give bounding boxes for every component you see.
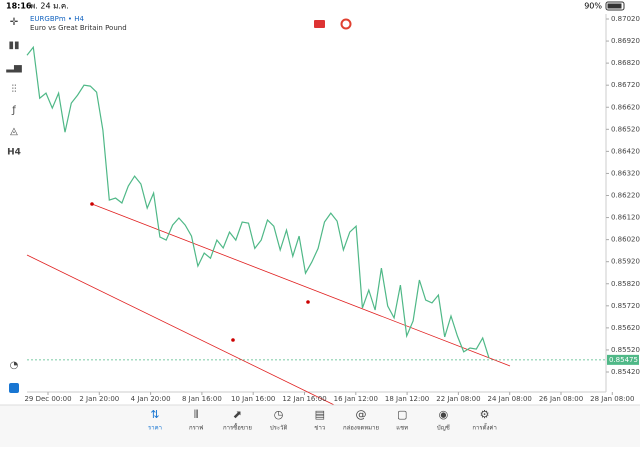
- chart-symbol[interactable]: EURGBPm • H4: [30, 15, 85, 23]
- tab-label[interactable]: การตั้งค่า: [472, 422, 496, 432]
- indicator-button[interactable]: [340, 18, 352, 30]
- tab-label[interactable]: กราฟ: [189, 425, 203, 432]
- y-tick-label: 0.86620: [611, 103, 640, 111]
- x-tick-label: 26 Jan 08:00: [539, 395, 583, 403]
- y-tick-label: 0.86220: [611, 192, 640, 200]
- battery-level: [607, 3, 622, 9]
- clock-icon[interactable]: ◔: [10, 360, 19, 371]
- tab-icon[interactable]: ⫴: [194, 408, 199, 421]
- y-tick-label: 0.87020: [611, 15, 640, 23]
- tab-icon[interactable]: @: [356, 408, 367, 421]
- tab-icon[interactable]: ⚙: [480, 408, 490, 421]
- tab-icon[interactable]: ▢: [397, 408, 407, 421]
- timeframe-button[interactable]: H4: [7, 148, 21, 158]
- y-tick-label: 0.86920: [611, 37, 640, 45]
- shapes-icon[interactable]: ◬: [10, 126, 18, 137]
- x-tick-label: 12 Jan 16:00: [282, 395, 326, 403]
- x-tick-label: 22 Jan 08:00: [436, 395, 480, 403]
- tab-icon[interactable]: ◷: [274, 408, 284, 421]
- sliders-icon[interactable]: ⫶⫶: [12, 84, 17, 95]
- x-tick-label: 28 Jan 08:00: [590, 395, 634, 403]
- tab-label[interactable]: ราคา: [148, 425, 162, 432]
- current-price-label: 0.85475: [609, 356, 638, 364]
- battery-icon: [605, 1, 625, 11]
- y-tick-label: 0.85820: [611, 280, 640, 288]
- tab-label[interactable]: กล่องจดหมาย: [343, 425, 379, 432]
- y-tick-label: 0.86320: [611, 169, 640, 177]
- x-tick-label: 18 Jan 12:00: [385, 395, 429, 403]
- app-icon[interactable]: [9, 383, 19, 393]
- y-tick-label: 0.86120: [611, 214, 640, 222]
- x-tick-label: 8 Jan 16:00: [182, 395, 222, 403]
- trade-button[interactable]: [314, 20, 325, 28]
- trend-line[interactable]: [91, 203, 511, 367]
- tab-icon[interactable]: ⬈: [233, 408, 242, 421]
- trend-anchor[interactable]: [231, 338, 235, 342]
- x-tick-label: 2 Jan 20:00: [79, 395, 119, 403]
- x-tick-label: 29 Dec 00:00: [24, 395, 71, 403]
- tab-icon[interactable]: ▤: [315, 408, 325, 421]
- tab-label[interactable]: การซื้อขาย: [223, 422, 252, 432]
- y-tick-label: 0.85420: [611, 368, 640, 376]
- y-tick-label: 0.85620: [611, 324, 640, 332]
- y-tick-label: 0.86820: [611, 59, 640, 67]
- trend-anchor[interactable]: [90, 202, 94, 206]
- tab-icon[interactable]: ⇅: [150, 408, 159, 421]
- tab-label[interactable]: ข่าว: [314, 425, 325, 432]
- y-tick-label: 0.85920: [611, 258, 640, 266]
- status-time: 18:16: [6, 2, 32, 11]
- tab-label[interactable]: ประวัติ: [270, 425, 288, 432]
- y-tick-label: 0.85520: [611, 346, 640, 354]
- status-date: พ. 24 ม.ค.: [30, 2, 69, 11]
- tab-label[interactable]: บัญชี: [437, 424, 450, 432]
- x-tick-label: 16 Jan 12:00: [334, 395, 378, 403]
- crosshair-icon[interactable]: ✛: [10, 17, 19, 28]
- x-tick-label: 24 Jan 08:00: [488, 395, 532, 403]
- y-tick-label: 0.86520: [611, 125, 640, 133]
- tab-bar: [0, 405, 640, 447]
- y-tick-label: 0.86420: [611, 147, 640, 155]
- trend-line[interactable]: [26, 254, 366, 421]
- tab-icon[interactable]: ◉: [439, 408, 449, 421]
- current-price-box: [607, 354, 639, 365]
- tab-label[interactable]: แชท: [396, 425, 408, 432]
- chart-description: Euro vs Great Britain Pound: [30, 24, 127, 32]
- volume-icon[interactable]: ▂▅: [5, 62, 22, 73]
- candles-icon[interactable]: ▮▮: [8, 40, 19, 51]
- y-tick-label: 0.86020: [611, 236, 640, 244]
- function-icon[interactable]: ƒ: [11, 105, 16, 116]
- y-tick-label: 0.86720: [611, 81, 640, 89]
- y-tick-label: 0.85720: [611, 302, 640, 310]
- trend-anchor[interactable]: [306, 300, 310, 304]
- x-tick-label: 10 Jan 16:00: [231, 395, 275, 403]
- status-battery: 90%: [584, 2, 602, 11]
- price-line: [26, 45, 490, 359]
- x-tick-label: 4 Jan 20:00: [131, 395, 171, 403]
